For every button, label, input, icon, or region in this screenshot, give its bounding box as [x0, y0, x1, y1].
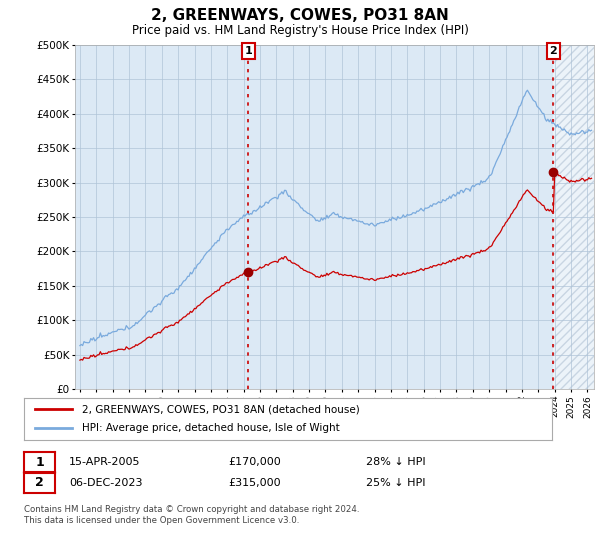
- Text: 06-DEC-2023: 06-DEC-2023: [69, 478, 143, 488]
- Text: 2, GREENWAYS, COWES, PO31 8AN: 2, GREENWAYS, COWES, PO31 8AN: [151, 8, 449, 24]
- Text: 28% ↓ HPI: 28% ↓ HPI: [366, 457, 425, 467]
- Text: £170,000: £170,000: [228, 457, 281, 467]
- Text: HPI: Average price, detached house, Isle of Wight: HPI: Average price, detached house, Isle…: [82, 423, 340, 433]
- Text: 1: 1: [245, 46, 252, 56]
- Text: Contains HM Land Registry data © Crown copyright and database right 2024.
This d: Contains HM Land Registry data © Crown c…: [24, 505, 359, 525]
- Text: 2: 2: [550, 46, 557, 56]
- Text: 2, GREENWAYS, COWES, PO31 8AN (detached house): 2, GREENWAYS, COWES, PO31 8AN (detached …: [82, 404, 360, 414]
- Text: Price paid vs. HM Land Registry's House Price Index (HPI): Price paid vs. HM Land Registry's House …: [131, 24, 469, 36]
- Text: 25% ↓ HPI: 25% ↓ HPI: [366, 478, 425, 488]
- Text: 1: 1: [35, 455, 44, 469]
- Text: 2: 2: [35, 476, 44, 489]
- Text: 15-APR-2005: 15-APR-2005: [69, 457, 140, 467]
- Text: £315,000: £315,000: [228, 478, 281, 488]
